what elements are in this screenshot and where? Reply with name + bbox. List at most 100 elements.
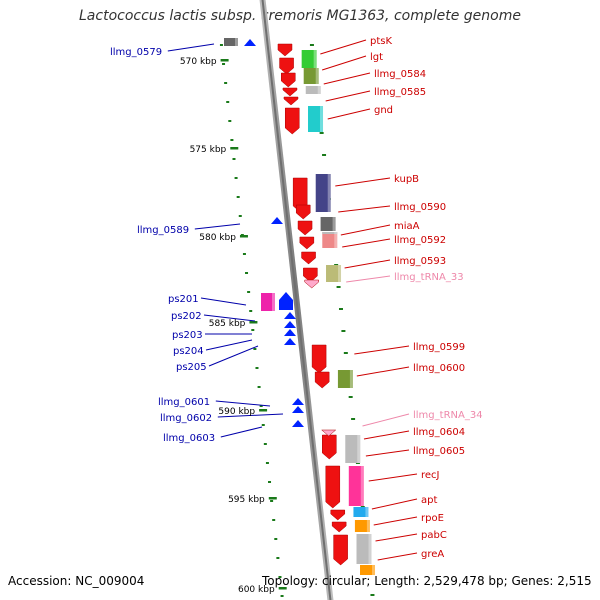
kbp-tick-label: 580 kbp	[199, 233, 236, 243]
gene-box-llmg_0593	[326, 265, 342, 282]
gene-arrow-red	[279, 57, 294, 75]
gene-box-llmg_0605	[345, 435, 361, 463]
leader-line-left	[217, 413, 284, 418]
tick-mark	[265, 462, 269, 464]
tick-mark	[261, 424, 265, 426]
gene-box-apt	[353, 507, 369, 517]
tick-mark	[247, 291, 251, 293]
gene-box-llmg_0584	[305, 86, 321, 94]
gene-box-llmg_0600-shade	[349, 370, 353, 388]
tick-mark	[322, 154, 327, 156]
tick-mark	[278, 576, 282, 578]
gene-arrow-red	[301, 251, 316, 265]
feature-tri-blue	[284, 312, 296, 319]
gene-box-llmg_0584-shade	[317, 86, 321, 94]
gene-arrow-red	[277, 43, 293, 57]
genome-summary-text: Topology: circular; Length: 2,529,478 bp…	[262, 574, 592, 588]
leader-line	[335, 177, 391, 187]
feature-label-ps203: ps203	[172, 330, 203, 341]
accession-text: Accession: NC_009004	[8, 574, 145, 588]
kbp-tick-label: 590 kbp	[218, 407, 255, 417]
feature-label-llmg_0579: llmg_0579	[110, 47, 162, 58]
tick-mark	[263, 443, 267, 445]
leader-line	[340, 224, 391, 236]
tick-mark	[348, 396, 353, 398]
gene-arrow-red	[283, 96, 299, 106]
gene-label-llmg_0593: llmg_0593	[394, 256, 446, 267]
leader-line-left	[167, 43, 215, 52]
leader-line-left	[215, 400, 271, 407]
leader-line	[362, 413, 410, 427]
leader-line-left	[220, 426, 263, 438]
tick-mark	[242, 253, 246, 255]
gene-label-ptsK: ptsK	[370, 36, 392, 47]
gene-box-llmg_0590	[320, 217, 336, 231]
gene-box-miaA	[322, 232, 338, 248]
tick-mark	[270, 500, 274, 502]
feature-tri-blue	[244, 39, 256, 46]
kbp-tick	[249, 321, 258, 324]
genome-backbone-core	[261, 0, 332, 600]
leader-line	[363, 430, 410, 440]
leader-line-left	[208, 345, 259, 367]
kbp-tick	[230, 147, 239, 150]
feature-box-ps201-shade	[272, 293, 275, 311]
gene-label-kupB: kupB	[394, 174, 419, 185]
feature-label-llmg_0601: llmg_0601	[158, 397, 210, 408]
gene-label-apt: apt	[421, 495, 437, 506]
gene-label-gnd: gnd	[374, 105, 393, 116]
leader-line-left	[200, 297, 247, 306]
leader-line	[344, 259, 391, 269]
gene-box-llmg_0600	[337, 370, 353, 388]
tick-mark	[219, 44, 223, 46]
gene-box-pabC-shade	[368, 534, 372, 564]
leader-line-left	[194, 223, 241, 230]
tick-mark	[338, 308, 343, 310]
gene-label-llmg_0584: llmg_0584	[374, 69, 426, 80]
tick-mark	[370, 594, 375, 596]
leader-line	[368, 473, 418, 482]
leader-line	[371, 498, 418, 510]
gene-arrow-red	[333, 534, 348, 566]
tick-mark	[343, 352, 348, 354]
kbp-tick-label: 570 kbp	[180, 57, 217, 67]
gene-box-llmg_0592-shade	[334, 232, 338, 234]
gene-arrow-red	[303, 267, 318, 283]
kbp-tick	[220, 59, 229, 62]
gene-label-recJ: recJ	[421, 470, 440, 481]
gene-box-recJ-shade	[360, 466, 364, 506]
feature-tri-blue	[292, 406, 304, 413]
gene-box-lgt-shade	[315, 68, 319, 84]
gene-label-llmg_0604: llmg_0604	[413, 427, 465, 438]
tick-mark	[230, 139, 234, 141]
gene-box-gnd-shade	[320, 106, 324, 132]
tick-mark	[276, 557, 280, 559]
gene-arrow-red	[330, 509, 346, 521]
tick-mark	[222, 63, 226, 65]
leader-line	[346, 275, 391, 283]
leader-line	[323, 72, 371, 85]
gene-arrow-red	[311, 344, 327, 374]
leader-line	[356, 366, 410, 377]
gene-label-llmg_0590: llmg_0590	[394, 202, 446, 213]
feature-blue-ps201	[279, 292, 293, 310]
gene-arrow-red	[314, 371, 330, 389]
gene-box-apt-shade	[365, 507, 369, 517]
leader-line	[327, 108, 371, 120]
tick-mark	[255, 367, 259, 369]
leader-line	[320, 39, 367, 55]
gene-arrow-red	[325, 465, 341, 509]
gene-label-lgt: lgt	[370, 52, 383, 63]
feature-tri-blue	[292, 398, 304, 405]
gene-label-llmg_0600: llmg_0600	[413, 363, 465, 374]
kbp-tick-label: 600 kbp	[238, 585, 275, 595]
gene-arrow-red	[331, 521, 347, 533]
feature-tri-blue	[284, 321, 296, 328]
leader-line	[377, 552, 418, 561]
gene-arrow-red	[295, 204, 311, 220]
tick-mark	[280, 595, 284, 597]
kbp-tick-label: 595 kbp	[228, 495, 265, 505]
tick-mark	[274, 538, 278, 540]
